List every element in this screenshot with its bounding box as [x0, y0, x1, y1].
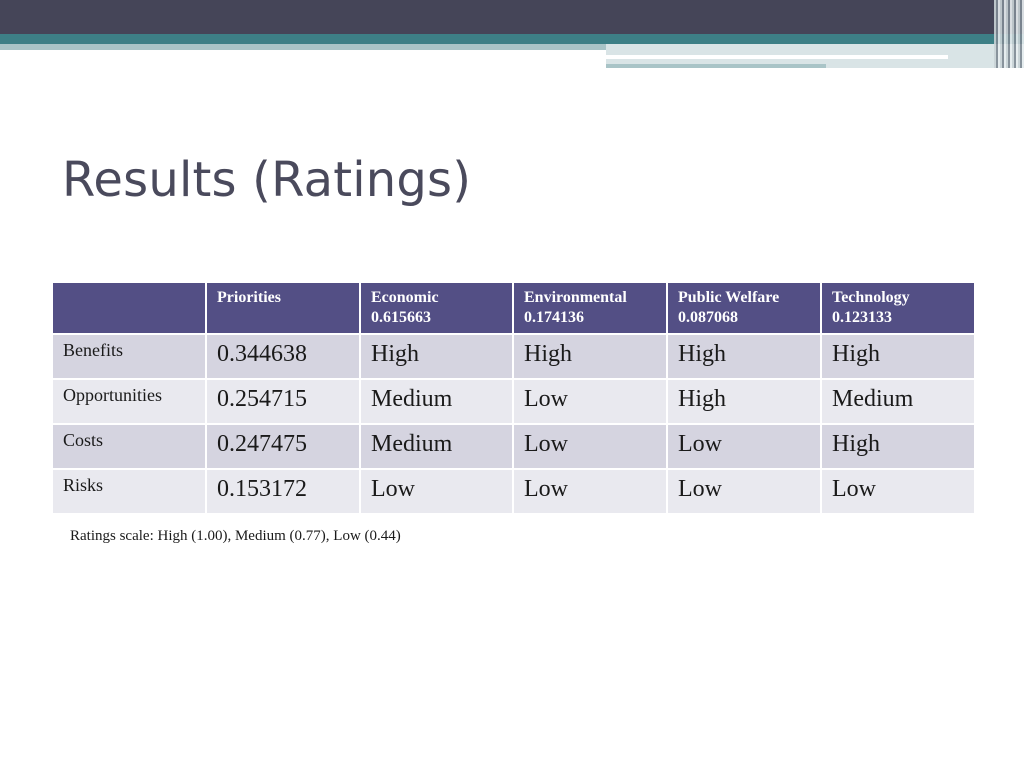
edge-decor-lines [994, 0, 1024, 68]
header-weight: 0.123133 [832, 309, 892, 326]
table-header-row: Priorities Economic 0.615663 Environment… [51, 281, 976, 335]
accent-stripe [0, 34, 1024, 44]
row-label: Opportunities [51, 378, 207, 425]
accent-stripe-right-line-2 [606, 64, 826, 68]
header-label: Public Welfare [678, 289, 780, 306]
rating-cell: High [359, 333, 514, 380]
rating-cell: High [512, 333, 668, 380]
header-cell-technology: Technology 0.123133 [820, 281, 976, 335]
header-cell-public-welfare: Public Welfare 0.087068 [666, 281, 822, 335]
header-weight: 0.087068 [678, 309, 738, 326]
header-cell-economic: Economic 0.615663 [359, 281, 514, 335]
priority-value: 0.254715 [205, 378, 361, 425]
header-label: Priorities [217, 289, 281, 306]
slide-title: Results (Ratings) [62, 152, 472, 208]
table-row: Risks 0.153172 Low Low Low Low [51, 468, 976, 515]
accent-stripe-light [0, 44, 606, 50]
rating-cell: Low [820, 468, 976, 515]
rating-cell: Low [666, 423, 822, 470]
header-label: Environmental [524, 289, 627, 306]
table-row: Opportunities 0.254715 Medium Low High M… [51, 378, 976, 425]
rating-cell: Low [359, 468, 514, 515]
rating-cell: Medium [820, 378, 976, 425]
ratings-scale-note: Ratings scale: High (1.00), Medium (0.77… [70, 528, 401, 544]
header-weight: 0.174136 [524, 309, 584, 326]
rating-cell: Low [512, 468, 668, 515]
rating-cell: Low [512, 378, 668, 425]
rating-cell: Medium [359, 423, 514, 470]
row-label: Risks [51, 468, 207, 515]
rating-cell: High [666, 378, 822, 425]
header-label: Economic [371, 289, 439, 306]
priority-value: 0.247475 [205, 423, 361, 470]
header-corner-cell [51, 281, 207, 335]
rating-cell: Low [512, 423, 668, 470]
header-weight: 0.615663 [371, 309, 431, 326]
row-label: Costs [51, 423, 207, 470]
priority-value: 0.344638 [205, 333, 361, 380]
row-label: Benefits [51, 333, 207, 380]
header-label: Technology [832, 289, 910, 306]
priority-value: 0.153172 [205, 468, 361, 515]
table-row: Benefits 0.344638 High High High High [51, 333, 976, 380]
accent-stripe-right-line [606, 55, 948, 59]
top-decor-band [0, 0, 1024, 34]
rating-cell: High [666, 333, 822, 380]
ratings-table: Priorities Economic 0.615663 Environment… [51, 281, 976, 515]
rating-cell: High [820, 423, 976, 470]
table-row: Costs 0.247475 Medium Low Low High [51, 423, 976, 470]
rating-cell: Low [666, 468, 822, 515]
header-cell-priorities: Priorities [205, 281, 361, 335]
rating-cell: High [820, 333, 976, 380]
header-cell-environmental: Environmental 0.174136 [512, 281, 668, 335]
rating-cell: Medium [359, 378, 514, 425]
